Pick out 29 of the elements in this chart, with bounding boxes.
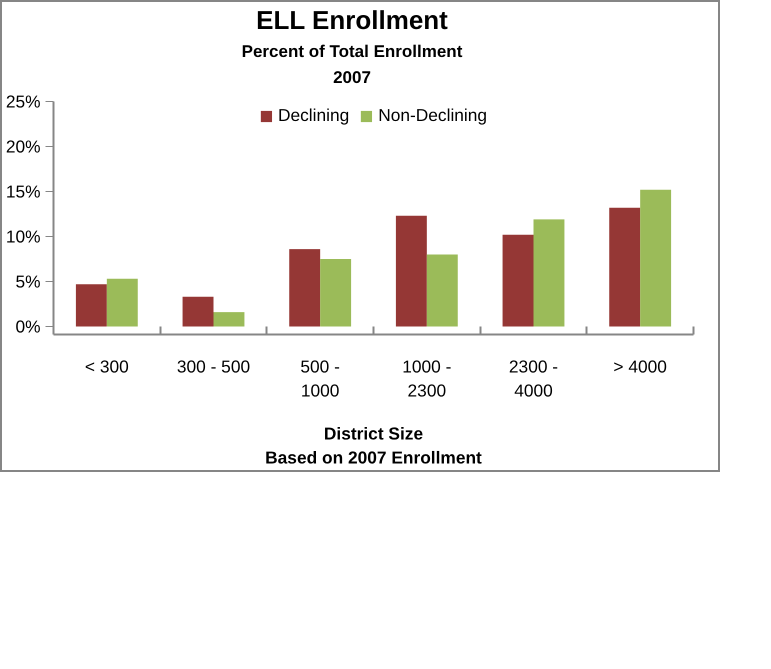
- chart-subtitle: Percent of Total Enrollment 2007: [242, 41, 462, 90]
- bar: [502, 234, 534, 327]
- x-tick-label: 500 - 1000: [300, 356, 340, 401]
- bar: [640, 190, 672, 327]
- bar: [289, 249, 320, 327]
- bar: [534, 220, 564, 327]
- y-tick-label: 5%: [15, 272, 40, 292]
- chart-title: ELL Enrollment: [256, 4, 448, 37]
- legend-label: Non-Declining: [378, 105, 488, 126]
- x-tick-label: > 4000: [613, 356, 667, 377]
- bar: [106, 278, 138, 327]
- bar: [182, 296, 214, 327]
- y-tick-label: 0%: [15, 316, 40, 337]
- bar: [609, 208, 640, 327]
- y-tick-label: 20%: [6, 136, 41, 157]
- y-tick-label: 10%: [6, 226, 41, 247]
- bar: [76, 284, 107, 327]
- x-tick-label: 300 - 500: [176, 356, 250, 377]
- x-tick-label: 1000 - 2300: [402, 356, 452, 401]
- bar: [396, 216, 427, 327]
- y-tick-label: 25%: [6, 92, 41, 112]
- y-tick-label: 15%: [6, 182, 41, 202]
- bar: [320, 259, 352, 327]
- bar: [426, 254, 458, 327]
- x-axis-title: District Size Based on 2007 Enrollment: [265, 424, 482, 468]
- x-tick-label: 2300 - 4000: [508, 356, 558, 401]
- x-tick-label: < 300: [84, 356, 129, 377]
- bar: [214, 312, 244, 327]
- legend-label: Declining: [278, 105, 350, 126]
